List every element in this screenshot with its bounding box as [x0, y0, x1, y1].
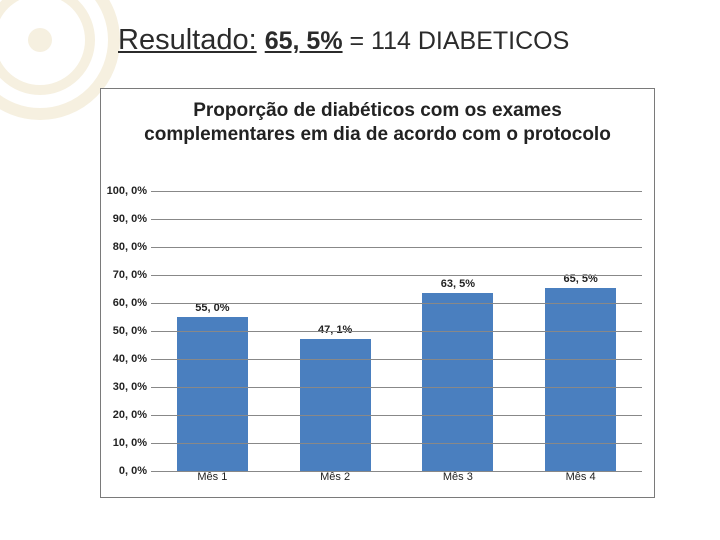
x-axis-label: Mês 1 — [151, 471, 274, 491]
heading-percent: 65, 5% — [265, 27, 343, 55]
slide-heading: Resultado: 65, 5% = 114 DIABETICOS — [118, 24, 678, 57]
gridline — [151, 443, 642, 444]
y-axis-label: 60, 0% — [103, 297, 147, 309]
gridline — [151, 415, 642, 416]
y-axis-label: 10, 0% — [103, 437, 147, 449]
gridline — [151, 275, 642, 276]
y-axis-label: 20, 0% — [103, 409, 147, 421]
heading-main: Resultado: — [118, 24, 257, 56]
gridline — [151, 387, 642, 388]
gridline — [151, 247, 642, 248]
gridline — [151, 191, 642, 192]
chart-plot-area: 55, 0%47, 1%63, 5%65, 5% 0, 0%10, 0%20, … — [151, 191, 642, 471]
chart-container: Proporção de diabéticos com os exames co… — [100, 88, 655, 498]
y-axis-label: 50, 0% — [103, 325, 147, 337]
x-axis-label: Mês 4 — [519, 471, 642, 491]
x-axis-label: Mês 3 — [397, 471, 520, 491]
y-axis-label: 30, 0% — [103, 381, 147, 393]
y-axis-label: 0, 0% — [103, 465, 147, 477]
gridline — [151, 303, 642, 304]
bar-value-label: 63, 5% — [441, 278, 475, 290]
chart-x-axis: Mês 1Mês 2Mês 3Mês 4 — [151, 471, 642, 491]
y-axis-label: 90, 0% — [103, 213, 147, 225]
x-axis-label: Mês 2 — [274, 471, 397, 491]
y-axis-label: 80, 0% — [103, 241, 147, 253]
bar — [422, 293, 493, 471]
slide: Resultado: 65, 5% = 114 DIABETICOS Propo… — [0, 0, 720, 540]
bar — [177, 317, 248, 471]
gridline — [151, 359, 642, 360]
chart-title: Proporção de diabéticos com os exames co… — [101, 89, 654, 153]
heading-rest: = 114 DIABETICOS — [343, 27, 570, 55]
y-axis-label: 70, 0% — [103, 269, 147, 281]
gridline — [151, 219, 642, 220]
y-axis-label: 100, 0% — [103, 185, 147, 197]
y-axis-label: 40, 0% — [103, 353, 147, 365]
gridline — [151, 331, 642, 332]
